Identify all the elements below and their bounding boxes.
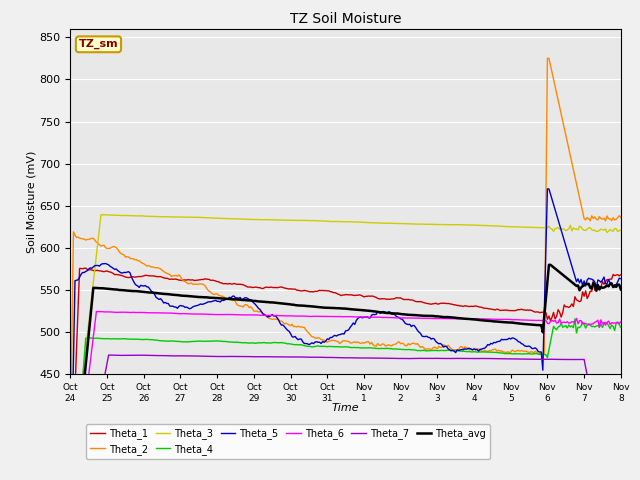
Line: Theta_5: Theta_5 <box>70 189 621 480</box>
Theta_1 <box>400 297 408 302</box>
Text: TZ_sm: TZ_sm <box>79 39 118 49</box>
Theta_5 <box>411 323 419 329</box>
Y-axis label: Soil Moisture (mV): Soil Moisture (mV) <box>27 150 36 253</box>
Theta_2 <box>543 55 551 61</box>
Theta_4 <box>550 324 557 329</box>
Theta_3 <box>99 212 106 217</box>
Theta_3 <box>381 220 389 226</box>
Theta_5 <box>169 303 177 309</box>
Theta_1 <box>617 272 625 277</box>
Legend: Theta_1, Theta_2, Theta_3, Theta_4, Theta_5, Theta_6, Theta_7, Theta_avg: Theta_1, Theta_2, Theta_3, Theta_4, Thet… <box>86 424 490 459</box>
Theta_1 <box>170 276 178 282</box>
Theta_6 <box>381 314 389 320</box>
Line: Theta_7: Theta_7 <box>70 355 621 480</box>
Line: Theta_1: Theta_1 <box>70 268 621 480</box>
Theta_1 <box>82 265 90 271</box>
Theta_6 <box>551 317 559 323</box>
Line: Theta_6: Theta_6 <box>70 312 621 480</box>
Theta_6 <box>82 397 90 403</box>
Theta_7 <box>106 352 114 358</box>
Theta_avg <box>169 292 177 298</box>
Theta_7 <box>170 353 178 359</box>
Theta_4 <box>82 336 90 341</box>
Theta_3 <box>400 221 408 227</box>
Theta_2 <box>411 340 419 346</box>
Theta_2 <box>82 237 90 243</box>
Theta_2 <box>551 83 559 89</box>
Theta_1 <box>412 299 420 304</box>
Theta_4 <box>617 324 625 330</box>
Theta_6 <box>412 315 420 321</box>
Theta_avg <box>380 310 388 315</box>
Theta_avg <box>551 265 559 271</box>
Theta_7 <box>400 356 408 361</box>
Theta_3 <box>412 221 420 227</box>
Line: Theta_avg: Theta_avg <box>70 265 621 480</box>
Theta_2 <box>380 341 388 347</box>
Theta_7 <box>551 357 559 362</box>
Line: Theta_2: Theta_2 <box>70 58 621 438</box>
Theta_4 <box>398 347 406 352</box>
Theta_5 <box>551 207 559 213</box>
Theta_5 <box>380 309 388 314</box>
Theta_4 <box>411 347 419 353</box>
Line: Theta_4: Theta_4 <box>70 319 621 480</box>
Theta_2 <box>169 273 177 279</box>
Theta_4 <box>169 338 177 344</box>
Theta_2 <box>398 340 406 346</box>
Theta_6 <box>617 319 625 324</box>
Theta_1 <box>381 296 389 302</box>
Theta_6 <box>170 311 178 316</box>
Theta_1 <box>551 316 559 322</box>
Theta_avg <box>617 287 625 292</box>
Theta_4 <box>571 316 579 322</box>
Theta_1 <box>83 266 91 272</box>
Theta_avg <box>545 262 553 268</box>
Theta_avg <box>398 312 406 317</box>
Theta_5 <box>398 316 406 322</box>
Theta_avg <box>82 362 90 368</box>
X-axis label: Time: Time <box>332 403 360 413</box>
Theta_2 <box>617 215 625 220</box>
Theta_7 <box>381 355 389 361</box>
Theta_6 <box>93 309 100 314</box>
Theta_3 <box>551 226 559 231</box>
Theta_3 <box>82 347 90 352</box>
Theta_2 <box>67 435 74 441</box>
Theta_4 <box>380 346 388 351</box>
Theta_5 <box>543 186 551 192</box>
Theta_avg <box>411 312 419 318</box>
Theta_3 <box>617 228 625 233</box>
Theta_5 <box>82 268 90 274</box>
Line: Theta_3: Theta_3 <box>70 215 621 480</box>
Theta_3 <box>170 214 178 220</box>
Theta_5 <box>617 276 625 282</box>
Title: TZ Soil Moisture: TZ Soil Moisture <box>290 12 401 26</box>
Theta_7 <box>412 356 420 361</box>
Theta_7 <box>82 472 90 478</box>
Theta_6 <box>400 315 408 321</box>
